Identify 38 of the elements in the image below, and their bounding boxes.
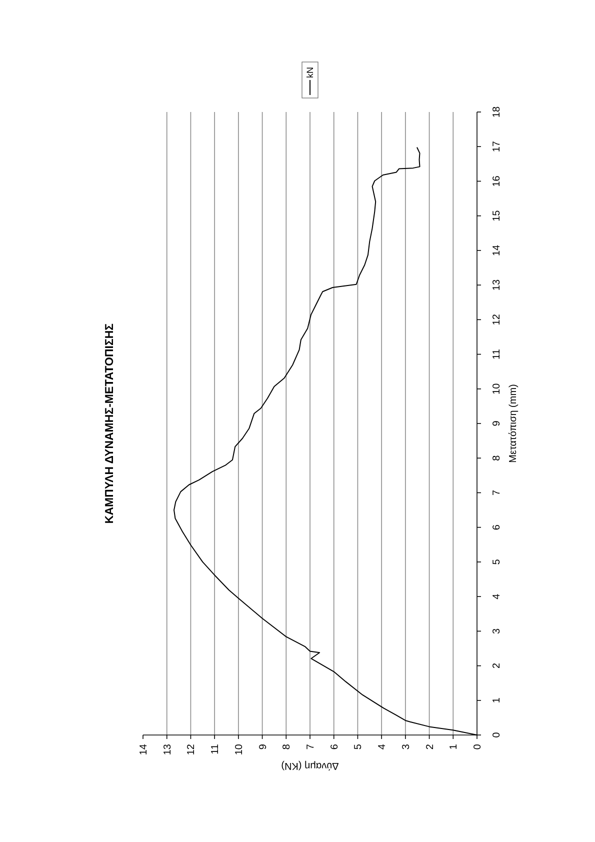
x-tick-label: 11	[210, 744, 222, 754]
y-tick-label: 2	[492, 662, 502, 669]
x-tick-label: 1	[448, 744, 460, 750]
x-tick-label: 12	[186, 744, 198, 756]
y-tick-label: 3	[492, 628, 502, 634]
x-axis-title: Δύναμη (KN)	[281, 760, 339, 771]
y-tick-label: 4	[492, 593, 502, 600]
x-tick-label: 13	[162, 744, 174, 756]
y-tick-label: 0	[492, 732, 502, 738]
x-tick-label: 4	[377, 744, 388, 750]
text: ΚΑΜΠΥΛΗ ΔΥΝΑΜΗΣ-ΜΕΤΑΤΟΠΙΣΗΣ	[104, 323, 116, 524]
y-tick-label: 13	[492, 279, 502, 291]
y-tick-label: 12	[492, 314, 502, 326]
y-tick-label: 5	[492, 558, 502, 565]
x-tick-label: 5	[353, 744, 364, 750]
y-tick-label: 1	[492, 697, 502, 704]
y-tick-label: 8	[492, 454, 502, 461]
y-tick-label: 15	[492, 210, 502, 222]
x-tick-label: 7	[306, 744, 316, 750]
y-tick-label: 17	[492, 140, 502, 152]
x-tick-label: 10	[234, 744, 245, 756]
y-tick-label: 11	[492, 348, 502, 360]
text: kN	[305, 67, 316, 78]
y-tick-label: 9	[492, 420, 502, 426]
y-tick-label: 7	[492, 490, 502, 496]
y-tick-label: 14	[492, 244, 502, 256]
y-tick-label: 16	[492, 175, 502, 187]
y-tick-label: 10	[492, 382, 502, 394]
x-tick-label: 14	[138, 744, 150, 756]
y-tick-label: 6	[492, 524, 502, 530]
x-tick-label: 9	[258, 744, 269, 750]
x-tick-label: 0	[472, 744, 484, 750]
y-axis-title: Μετατόπιση (mm)	[508, 384, 519, 463]
x-tick-label: 6	[329, 744, 340, 750]
x-tick-label: 8	[282, 744, 293, 750]
x-tick-label: 2	[424, 744, 436, 750]
y-tick-label: 18	[492, 106, 502, 118]
x-tick-label: 3	[400, 744, 412, 750]
